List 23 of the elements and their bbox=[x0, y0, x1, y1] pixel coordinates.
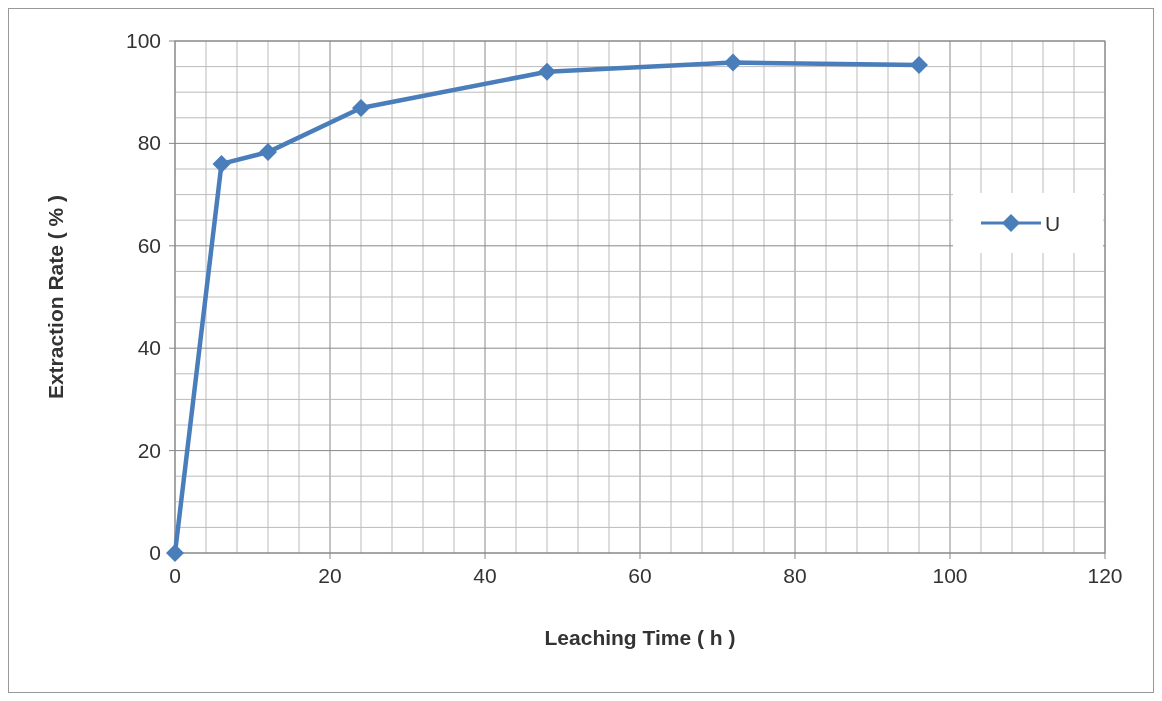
x-tick-label: 0 bbox=[169, 564, 181, 587]
x-tick-label: 80 bbox=[783, 564, 807, 587]
x-tick-label: 40 bbox=[473, 564, 497, 587]
x-tick-label: 100 bbox=[932, 564, 968, 587]
point bbox=[724, 53, 742, 72]
y-tick-label: 100 bbox=[125, 29, 161, 52]
point bbox=[259, 143, 277, 162]
x-tick-label: 60 bbox=[628, 564, 652, 587]
y-tick-label: 60 bbox=[137, 233, 161, 257]
point bbox=[212, 154, 231, 173]
x-tick-label: 20 bbox=[318, 564, 342, 587]
x-tick-label: 120 bbox=[1087, 564, 1123, 587]
y-tick-label: 0 bbox=[149, 541, 161, 564]
point bbox=[352, 99, 370, 118]
point bbox=[166, 544, 184, 562]
y-tick-label: 20 bbox=[137, 438, 161, 462]
x-axis-title: Leaching Time ( h ) bbox=[544, 626, 736, 649]
y-tick-label: 40 bbox=[137, 336, 161, 360]
y-axis-title: Extraction Rate ( % ) bbox=[44, 194, 67, 400]
legend-label: U bbox=[1045, 212, 1061, 235]
point bbox=[538, 62, 556, 81]
y-tick-label: 80 bbox=[137, 131, 161, 155]
point bbox=[910, 56, 928, 75]
